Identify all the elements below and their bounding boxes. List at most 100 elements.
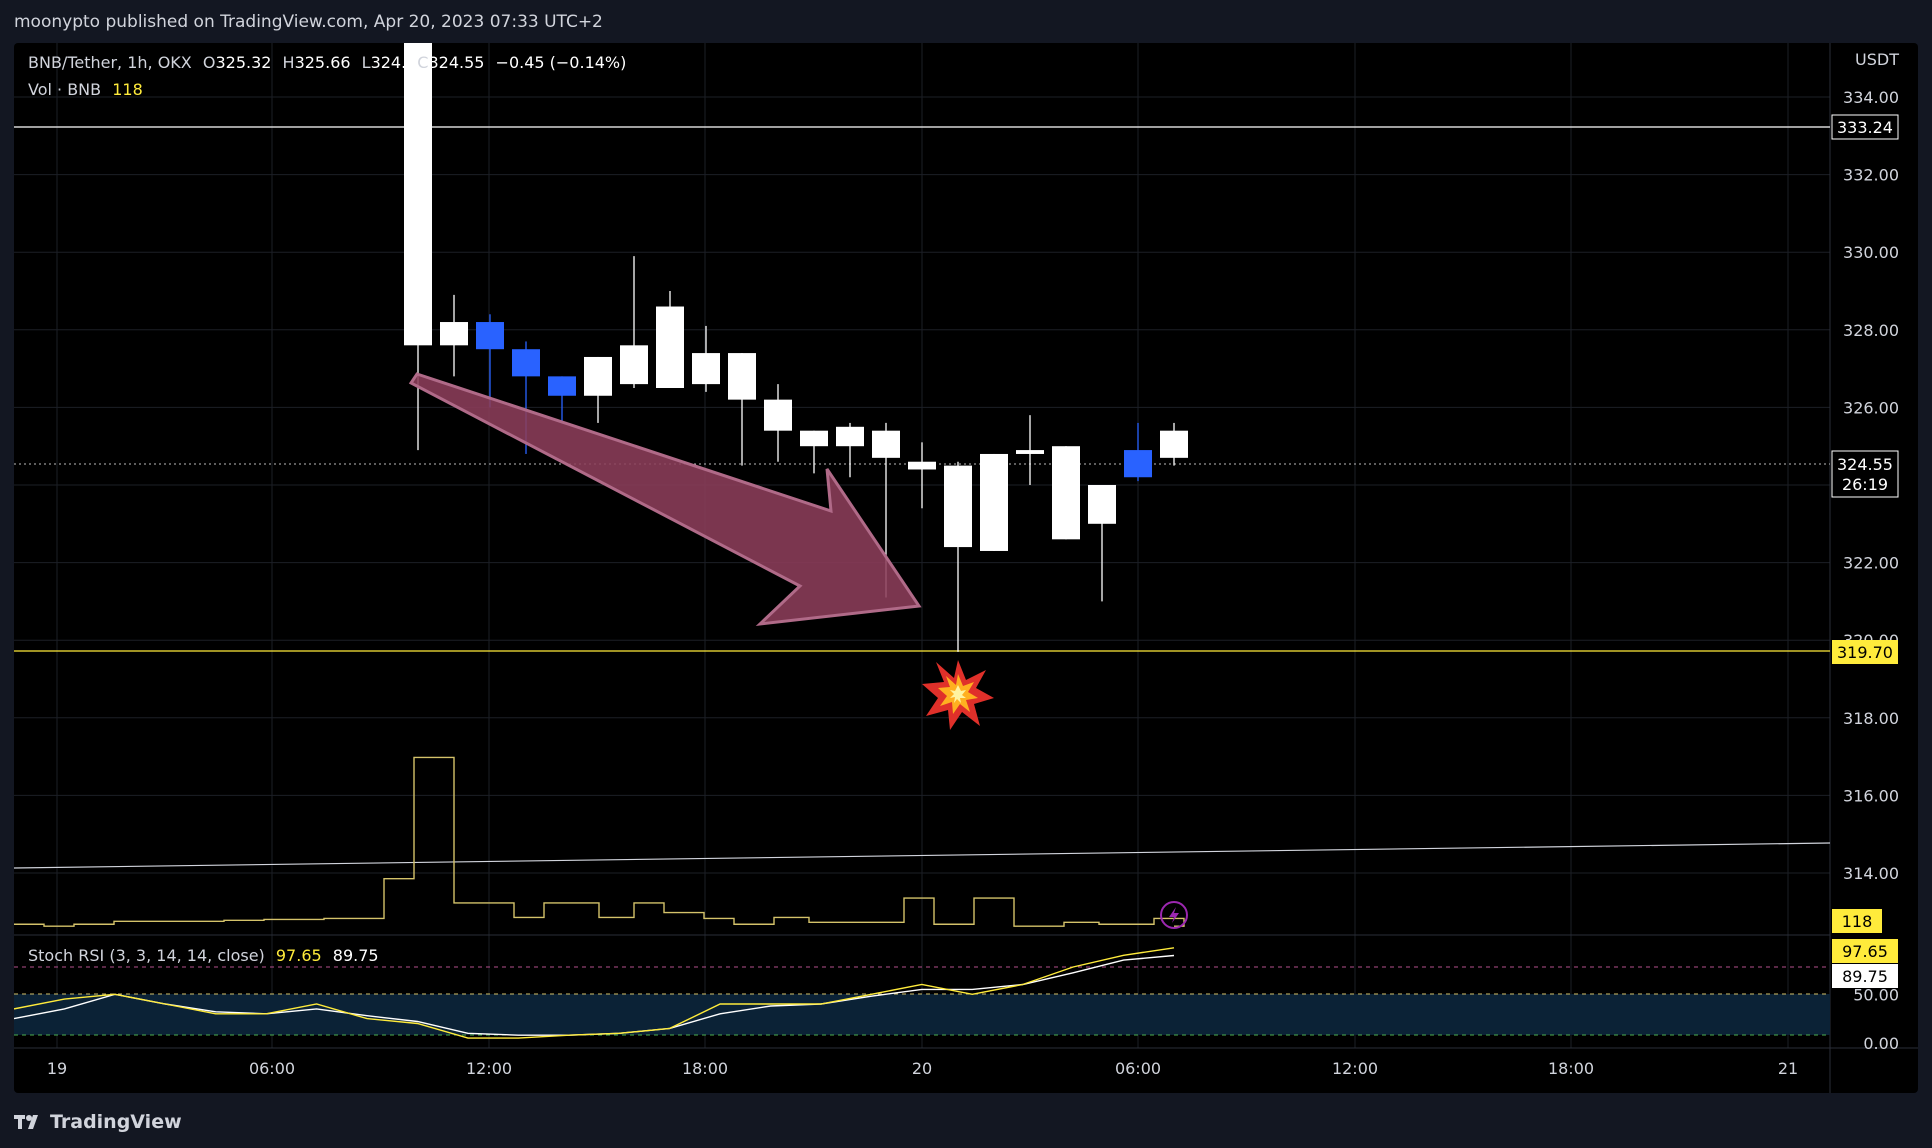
candle [512, 341, 540, 454]
close-label: C [417, 53, 429, 72]
candle-body [908, 461, 936, 470]
price-tick-label: 316.00 [1843, 786, 1899, 805]
candle-body [728, 353, 756, 400]
current-price-label: 324.55 [1837, 455, 1893, 474]
candle-body [1160, 430, 1188, 458]
chart-svg[interactable]: 334.00332.00330.00328.00326.00324.00322.… [14, 43, 1918, 1093]
candle [836, 422, 864, 478]
time-tick-label: 20 [912, 1059, 932, 1078]
down-arrow-drawing[interactable] [408, 372, 922, 626]
stoch-tick-label: 0.00 [1863, 1034, 1899, 1053]
stoch-k-label-box [1832, 939, 1898, 963]
chart-panel[interactable]: 334.00332.00330.00328.00326.00324.00322.… [14, 43, 1918, 1093]
stoch-legend: Stoch RSI (3, 3, 14, 14, close) 97.65 89… [28, 946, 385, 965]
candle-body [1088, 485, 1116, 524]
stoch-legend-label: Stoch RSI (3, 3, 14, 14, close) [28, 946, 265, 965]
volume-legend-value: 118 [112, 80, 143, 99]
resistance-label-box [1831, 114, 1899, 140]
price-tick-label: 326.00 [1843, 398, 1899, 417]
trend-line[interactable] [14, 842, 1831, 869]
stoch-k-line [14, 947, 1175, 1039]
stoch-legend-k: 97.65 [275, 946, 322, 965]
candle [980, 453, 1008, 551]
stoch-d-label: 89.75 [1842, 967, 1888, 986]
time-tick-label: 21 [1778, 1059, 1798, 1078]
price-tick-label: 328.00 [1843, 321, 1899, 340]
candle [800, 430, 828, 474]
candle [764, 384, 792, 462]
price-tick-label: 318.00 [1843, 709, 1899, 728]
candle [1016, 415, 1044, 485]
time-tick-label: 18:00 [682, 1059, 728, 1078]
candle-body [512, 349, 540, 377]
countdown-label: 26:19 [1842, 475, 1888, 494]
candle [440, 294, 468, 377]
candle-body [764, 399, 792, 431]
stoch-band [14, 994, 1830, 1035]
candle-body [1016, 450, 1044, 454]
price-tick-label: 314.00 [1843, 864, 1899, 883]
open-label: O [202, 53, 216, 72]
candle-body [980, 453, 1008, 551]
price-tick-label: 332.00 [1843, 166, 1899, 185]
close-value: 324.55 [428, 53, 485, 72]
tradingview-logo-icon [14, 1115, 38, 1129]
publisher-bar: moonypto published on TradingView.com, A… [0, 0, 1932, 43]
candle [944, 461, 972, 652]
candle-body [548, 376, 576, 396]
symbol-name: BNB/Tether, 1h, OKX [28, 53, 192, 72]
current-price-label-box [1831, 450, 1899, 498]
time-tick-label: 06:00 [1115, 1059, 1161, 1078]
footer-brand[interactable]: TradingView [14, 1108, 182, 1136]
candle-body [656, 306, 684, 388]
open-value: 325.32 [215, 53, 272, 72]
high-label: H [282, 53, 295, 72]
time-tick-label: 18:00 [1548, 1059, 1594, 1078]
volume-step-line [14, 756, 1185, 927]
price-tick-label: 334.00 [1843, 88, 1899, 107]
stoch-tick-label: 50.00 [1853, 985, 1899, 1004]
time-axis[interactable]: 19 06:00 12:00 18:00 20 06:00 12:00 18:00 21 [47, 1059, 1798, 1078]
candle-body [1052, 446, 1080, 540]
lightning-icon[interactable] [1160, 901, 1188, 929]
candle [548, 376, 576, 423]
time-tick-label: 06:00 [249, 1059, 295, 1078]
volume-label-box [1832, 909, 1882, 933]
candle-body [800, 430, 828, 447]
candle-body [476, 322, 504, 350]
volume-legend-label: Vol · BNB [28, 80, 102, 99]
resistance-label: 333.24 [1837, 118, 1893, 137]
stoch-k-label: 97.65 [1842, 942, 1888, 961]
grid-lines [14, 43, 1830, 1048]
candle-body [836, 426, 864, 447]
candle-body [584, 356, 612, 396]
candle [908, 442, 936, 509]
candle [1052, 446, 1080, 540]
explosion-icon [922, 660, 994, 730]
candle-body [1124, 450, 1152, 478]
candle-body [944, 465, 972, 548]
price-tick-label: 330.00 [1843, 243, 1899, 262]
stoch-d-label-box [1832, 964, 1898, 988]
candle [728, 353, 756, 466]
candle [692, 325, 720, 392]
change-value: −0.45 (−0.14%) [495, 53, 627, 72]
candle [584, 356, 612, 423]
support-label-box [1832, 640, 1898, 664]
low-value: 324. [370, 53, 407, 72]
candle-body [620, 345, 648, 385]
stoch-legend-d: 89.75 [332, 946, 379, 965]
candle [404, 43, 432, 451]
candle [1124, 422, 1152, 482]
volume-label: 118 [1842, 912, 1873, 931]
candle-body [692, 353, 720, 385]
axis-currency: USDT [1855, 50, 1899, 69]
time-tick-label: 12:00 [466, 1059, 512, 1078]
time-tick-label: 19 [47, 1059, 67, 1078]
high-value: 325.66 [294, 53, 351, 72]
price-tick-label: 322.00 [1843, 554, 1899, 573]
price-axis[interactable]: 334.00332.00330.00328.00326.00324.00322.… [1843, 88, 1899, 1053]
candle-body [440, 322, 468, 346]
candle [656, 291, 684, 388]
published-text: moonypto published on TradingView.com, A… [14, 11, 603, 32]
